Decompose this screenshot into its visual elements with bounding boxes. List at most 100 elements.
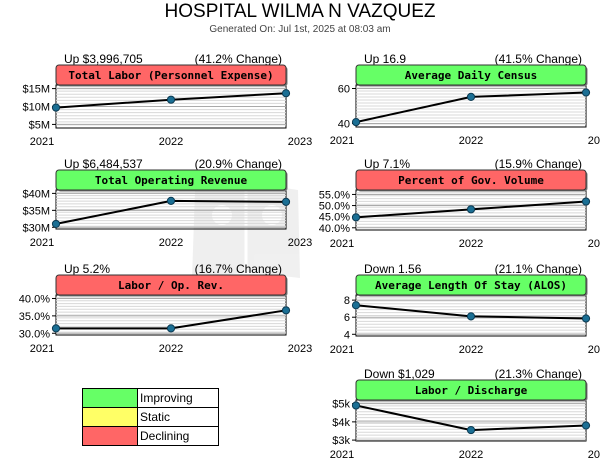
- chart-change-percent: (16.7% Change): [195, 262, 282, 276]
- data-point: [51, 219, 61, 229]
- chart-title: Average Daily Census: [405, 69, 537, 82]
- data-point: [581, 88, 591, 97]
- chart-change-percent: (41.5% Change): [495, 52, 582, 66]
- y-tick-label: 6: [344, 312, 350, 324]
- x-tick-label: 2021: [330, 344, 354, 356]
- y-tick-label: 35.0%: [19, 311, 50, 323]
- chart-title: Total Operating Revenue: [95, 174, 248, 187]
- data-point: [281, 197, 291, 206]
- chart-title-banner: [55, 64, 287, 86]
- y-tick-label: $35M: [22, 205, 50, 217]
- data-point: [166, 95, 176, 104]
- y-tick-label: 40: [338, 119, 350, 131]
- chart-change-percent: (15.9% Change): [495, 157, 582, 171]
- chart-average-length-of-stay-alos: Down 1.56 (21.1% Change) 4 6 8 2021 2022 2023 Av…: [330, 262, 600, 356]
- page-title: HOSPITAL WILMA N VAZQUEZ: [164, 1, 436, 22]
- legend-swatch-improving: [83, 389, 138, 407]
- y-tick-label: $5k: [332, 399, 350, 411]
- chart-title-banner: [355, 64, 587, 86]
- y-tick-label: $40M: [22, 188, 50, 200]
- x-tick-label: 2023: [588, 449, 600, 461]
- chart-change-value: Up $6,484,537: [64, 157, 143, 171]
- chart-title: Percent of Gov. Volume: [398, 174, 544, 187]
- chart-title-banner: [355, 379, 587, 401]
- data-point: [351, 118, 361, 127]
- x-tick-label: 2022: [159, 343, 183, 355]
- legend-item-declining: Declining: [83, 426, 218, 445]
- chart-title-banner: [55, 274, 287, 296]
- chart-change-percent: (20.9% Change): [195, 157, 282, 171]
- data-point: [166, 196, 176, 205]
- x-tick-label: 2021: [30, 237, 54, 249]
- x-tick-label: 2023: [288, 237, 312, 249]
- chart-labor-discharge: Down $1,029 (21.3% Change) $3k $4k $5k 2021 20…: [330, 367, 600, 461]
- legend-label-static: Static: [140, 410, 171, 424]
- data-point: [166, 324, 176, 333]
- data-point: [466, 205, 476, 214]
- legend-swatch-declining: [83, 427, 138, 445]
- y-tick-label: $5M: [29, 119, 50, 131]
- x-tick-label: 2023: [588, 344, 600, 356]
- x-tick-label: 2021: [30, 343, 54, 355]
- legend-swatch-static: [83, 408, 138, 426]
- chart-change-value: Up 5.2%: [64, 262, 110, 276]
- chart-title: Labor / Discharge: [415, 384, 528, 397]
- y-tick-label: 4: [344, 329, 350, 341]
- y-tick-label: $30M: [22, 222, 50, 234]
- data-point: [281, 89, 291, 98]
- x-tick-label: 2022: [159, 136, 183, 148]
- y-tick-label: 45.0%: [319, 212, 350, 224]
- y-tick-label: 40.0%: [319, 223, 350, 235]
- y-tick-label: $4k: [332, 417, 350, 429]
- y-tick-label: 60: [338, 84, 350, 96]
- data-point: [581, 421, 591, 430]
- chart-percent-of-gov-volume: Up 7.1% (15.9% Change) 40.0%45.0%50.0%55.0…: [319, 157, 600, 250]
- y-tick-label: 50.0%: [319, 201, 350, 213]
- x-tick-label: 2022: [459, 449, 483, 461]
- data-point: [466, 312, 476, 321]
- chart-change-value: Down 1.56: [364, 262, 422, 276]
- chart-average-daily-census: Up 16.9 (41.5% Change) 40 60 2021 2022 2023 Ave…: [330, 52, 600, 147]
- x-tick-label: 2022: [459, 238, 483, 250]
- x-tick-label: 2021: [30, 136, 54, 148]
- x-tick-label: 2023: [588, 135, 600, 147]
- y-tick-label: 8: [344, 295, 350, 307]
- chart-change-value: Down $1,029: [364, 367, 435, 381]
- data-point: [581, 314, 591, 323]
- x-tick-label: 2022: [459, 135, 483, 147]
- chart-change-percent: (21.1% Change): [495, 262, 582, 276]
- legend-item-improving: Improving: [83, 389, 218, 407]
- generated-timestamp: Generated On: Jul 1st, 2025 at 08:03 am: [209, 24, 391, 35]
- chart-change-value: Up 7.1%: [364, 157, 410, 171]
- x-tick-label: 2023: [288, 136, 312, 148]
- x-tick-label: 2023: [588, 238, 600, 250]
- chart-title: Average Length Of Stay (ALOS): [375, 279, 567, 292]
- data-point: [51, 103, 61, 112]
- y-tick-label: 40.0%: [19, 293, 50, 305]
- x-tick-label: 2021: [330, 449, 354, 461]
- x-tick-label: 2021: [330, 238, 354, 250]
- chart-title-banner: [355, 169, 587, 191]
- chart-change-value: Up 16.9: [364, 52, 406, 66]
- legend-label-declining: Declining: [140, 429, 190, 443]
- y-tick-label: $3k: [332, 435, 350, 447]
- chart-title-banner: [55, 169, 287, 191]
- legend: Improving Static Declining: [82, 388, 219, 446]
- y-tick-label: 30.0%: [19, 328, 50, 340]
- chart-change-percent: (21.3% Change): [495, 367, 582, 381]
- data-point: [351, 213, 361, 222]
- chart-change-percent: (41.2% Change): [195, 52, 282, 66]
- chart-title: Labor / Op. Rev.: [118, 279, 224, 292]
- data-point: [51, 324, 61, 333]
- x-tick-label: 2022: [159, 237, 183, 249]
- chart-title-banner: [355, 274, 587, 296]
- data-point: [581, 197, 591, 206]
- x-tick-label: 2023: [288, 343, 312, 355]
- chart-change-value: Up $3,996,705: [64, 52, 143, 66]
- x-tick-label: 2022: [459, 344, 483, 356]
- y-tick-label: $15M: [22, 84, 50, 96]
- x-tick-label: 2021: [330, 135, 354, 147]
- data-point: [466, 92, 476, 102]
- data-point: [466, 425, 476, 435]
